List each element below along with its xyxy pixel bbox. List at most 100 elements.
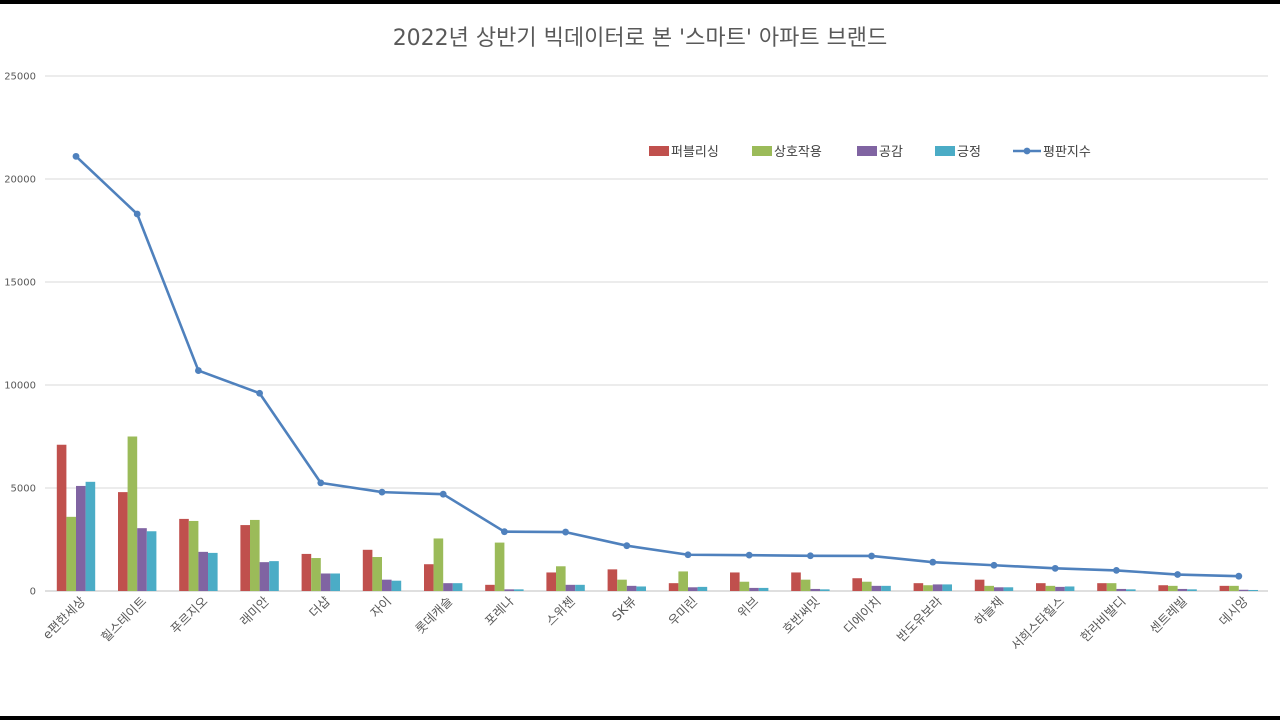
line-point (133, 210, 141, 218)
bar-공감 (871, 585, 882, 591)
x-tick-label: 더샵 (306, 593, 333, 620)
bar-긍정 (1003, 587, 1014, 591)
bar-퍼블리싱 (730, 572, 740, 591)
bar-상호작용 (372, 557, 382, 591)
bar-퍼블리싱 (118, 492, 128, 591)
bar-공감 (443, 583, 453, 591)
bar-긍정 (1187, 589, 1197, 591)
bar-퍼블리싱 (1097, 583, 1107, 591)
bar-긍정 (1126, 589, 1136, 591)
bar-퍼블리싱 (1036, 583, 1046, 591)
x-tick-label: SK뷰 (609, 594, 639, 624)
line-point (256, 389, 263, 397)
x-tick-label: e편한세상 (40, 593, 89, 642)
bar-퍼블리싱 (668, 583, 679, 591)
line-point (929, 558, 937, 566)
legend-label: 공감 (879, 145, 903, 160)
x-tick-label: 한라비발디 (1077, 594, 1128, 645)
bar-공감 (76, 485, 86, 591)
bar-상호작용 (556, 566, 566, 591)
bar-퍼블리싱 (56, 444, 67, 591)
bar-긍정 (85, 481, 96, 591)
bar-긍정 (269, 561, 279, 591)
line-point (745, 551, 753, 559)
x-axis-labels: e편한세상 힐스테이트 푸르지오 래미안 더샵 자이 롯데캐슬 포레나 스위첸 SK뷰 우미린 위브 호… (40, 593, 1252, 653)
bar-공감 (137, 528, 147, 591)
bar-상호작용 (311, 558, 321, 591)
legend-swatch (752, 146, 772, 156)
bar-퍼블리싱 (913, 583, 924, 591)
chart-frame: 2022년 상반기 빅데이터로 본 '스마트' 아파트 브랜드 0 5000 100… (0, 4, 1280, 716)
line-point (623, 542, 631, 550)
bar-상호작용 (1229, 585, 1239, 591)
line-series (72, 152, 1243, 580)
bar-긍정 (208, 552, 218, 591)
bar-긍정 (697, 586, 708, 591)
x-tick-label: 반도유보라 (894, 593, 946, 645)
bar-상호작용 (923, 585, 933, 591)
chart-title: 2022년 상반기 빅데이터로 본 '스마트' 아파트 브랜드 (393, 26, 888, 51)
bar-공감 (1055, 586, 1065, 591)
bar-긍정 (575, 584, 585, 591)
x-tick-label: 서희스타힐스 (1008, 594, 1067, 653)
y-tick-label: 25000 (4, 72, 36, 83)
bar-퍼블리싱 (179, 518, 189, 591)
y-tick-label: 0 (30, 587, 36, 598)
bar-긍정 (514, 589, 524, 591)
legend-swatch (857, 146, 877, 156)
bar-상호작용 (678, 571, 688, 591)
bar-퍼블리싱 (240, 525, 250, 591)
bar-상호작용 (250, 519, 260, 591)
legend-swatch (649, 146, 669, 156)
x-tick-label: 호반써밋 (779, 594, 822, 637)
x-tick-label: 자이 (367, 594, 394, 621)
bar-공감 (198, 551, 208, 591)
bar-상호작용 (1106, 583, 1117, 591)
bar-퍼블리싱 (791, 572, 801, 591)
bar-긍정 (1248, 589, 1258, 591)
bars (56, 436, 1258, 591)
bar-퍼블리싱 (1219, 585, 1230, 591)
bar-공감 (994, 587, 1004, 591)
line-point (684, 551, 692, 559)
bar-퍼블리싱 (546, 572, 556, 591)
line-point (317, 479, 325, 487)
bar-긍정 (758, 587, 769, 591)
y-tick-label: 20000 (4, 175, 36, 186)
x-tick-label: 푸르지오 (167, 594, 210, 637)
x-tick-label: 힐스테이트 (98, 594, 149, 645)
bar-긍정 (881, 585, 891, 591)
line-point (378, 488, 386, 496)
bar-공감 (932, 584, 943, 591)
bar-퍼블리싱 (485, 584, 495, 591)
line-point (1113, 567, 1120, 574)
legend-label: 상호작용 (774, 145, 822, 160)
bar-공감 (565, 584, 576, 591)
bar-상호작용 (800, 579, 811, 591)
bar-공감 (504, 589, 514, 591)
bar-상호작용 (984, 585, 994, 591)
bar-공감 (320, 573, 331, 591)
bar-긍정 (1064, 586, 1075, 591)
y-tick-label: 5000 (11, 484, 36, 495)
bar-공감 (1238, 589, 1249, 591)
line-point (1235, 572, 1243, 580)
bar-상호작용 (862, 581, 872, 591)
x-tick-label: 디에이치 (841, 594, 884, 637)
bar-상호작용 (494, 542, 505, 591)
x-tick-label: 롯데캐슬 (412, 594, 455, 637)
bar-상호작용 (1045, 585, 1056, 591)
x-tick-label: 래미안 (237, 593, 272, 628)
legend-label: 퍼블리싱 (671, 145, 719, 160)
bar-퍼블리싱 (362, 549, 373, 591)
bar-긍정 (636, 586, 646, 591)
bar-공감 (259, 562, 270, 591)
bar-긍정 (452, 583, 463, 591)
x-tick-label: 데시앙 (1216, 593, 1251, 628)
legend-label: 평판지수 (1043, 145, 1091, 160)
bar-상호작용 (188, 520, 199, 591)
bar-긍정 (391, 580, 402, 591)
x-tick-label: 하늘채 (971, 594, 1006, 629)
line-point (1174, 571, 1181, 578)
line-평판지수 (75, 155, 1239, 578)
